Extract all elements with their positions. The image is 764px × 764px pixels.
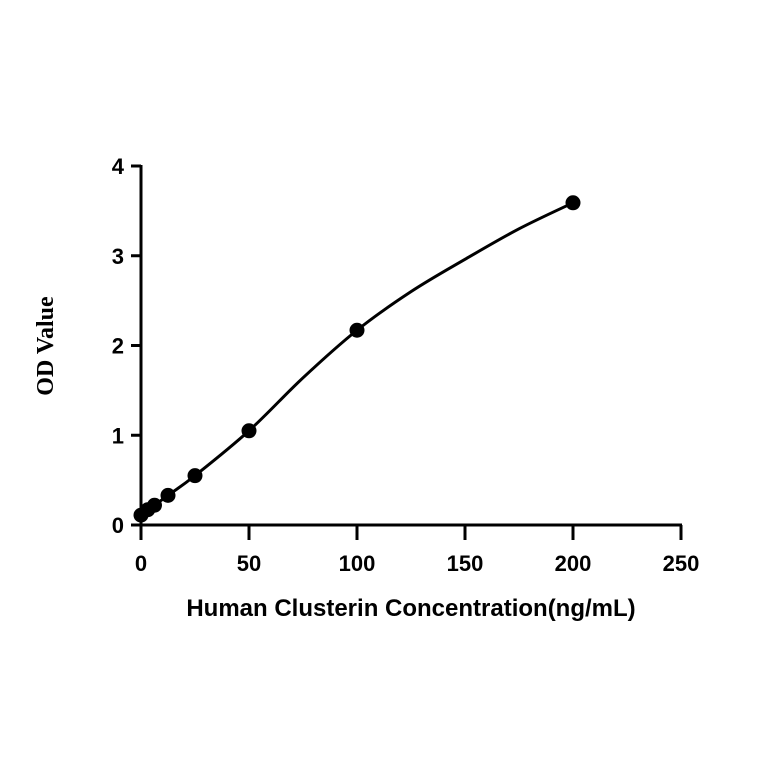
x-axis: 0 50 100 150 200 250 [131, 523, 700, 576]
y-tick-label: 0 [112, 513, 124, 538]
y-tick-label: 4 [112, 154, 125, 179]
data-points [133, 195, 581, 523]
x-tick-label: 150 [447, 551, 484, 576]
x-tick-label: 250 [663, 551, 700, 576]
x-tick-label: 100 [339, 551, 376, 576]
y-axis: 0 1 2 3 4 [112, 154, 143, 538]
x-tick-label: 50 [237, 551, 261, 576]
y-tick-label: 2 [112, 334, 124, 359]
data-point [160, 487, 176, 503]
y-tick-label: 1 [112, 423, 124, 448]
fit-curve-line [140, 201, 574, 517]
x-tick-label: 0 [135, 551, 147, 576]
data-point [349, 322, 365, 338]
x-axis-title: Human Clusterin Concentration(ng/mL) [186, 595, 635, 622]
plot-area [133, 195, 581, 523]
data-point [565, 195, 581, 211]
y-tick-label: 3 [112, 244, 124, 269]
y-axis-title: OD Value [33, 296, 59, 396]
data-point [241, 423, 257, 439]
data-point [147, 497, 162, 513]
data-point [187, 468, 203, 484]
x-tick-label: 200 [555, 551, 592, 576]
